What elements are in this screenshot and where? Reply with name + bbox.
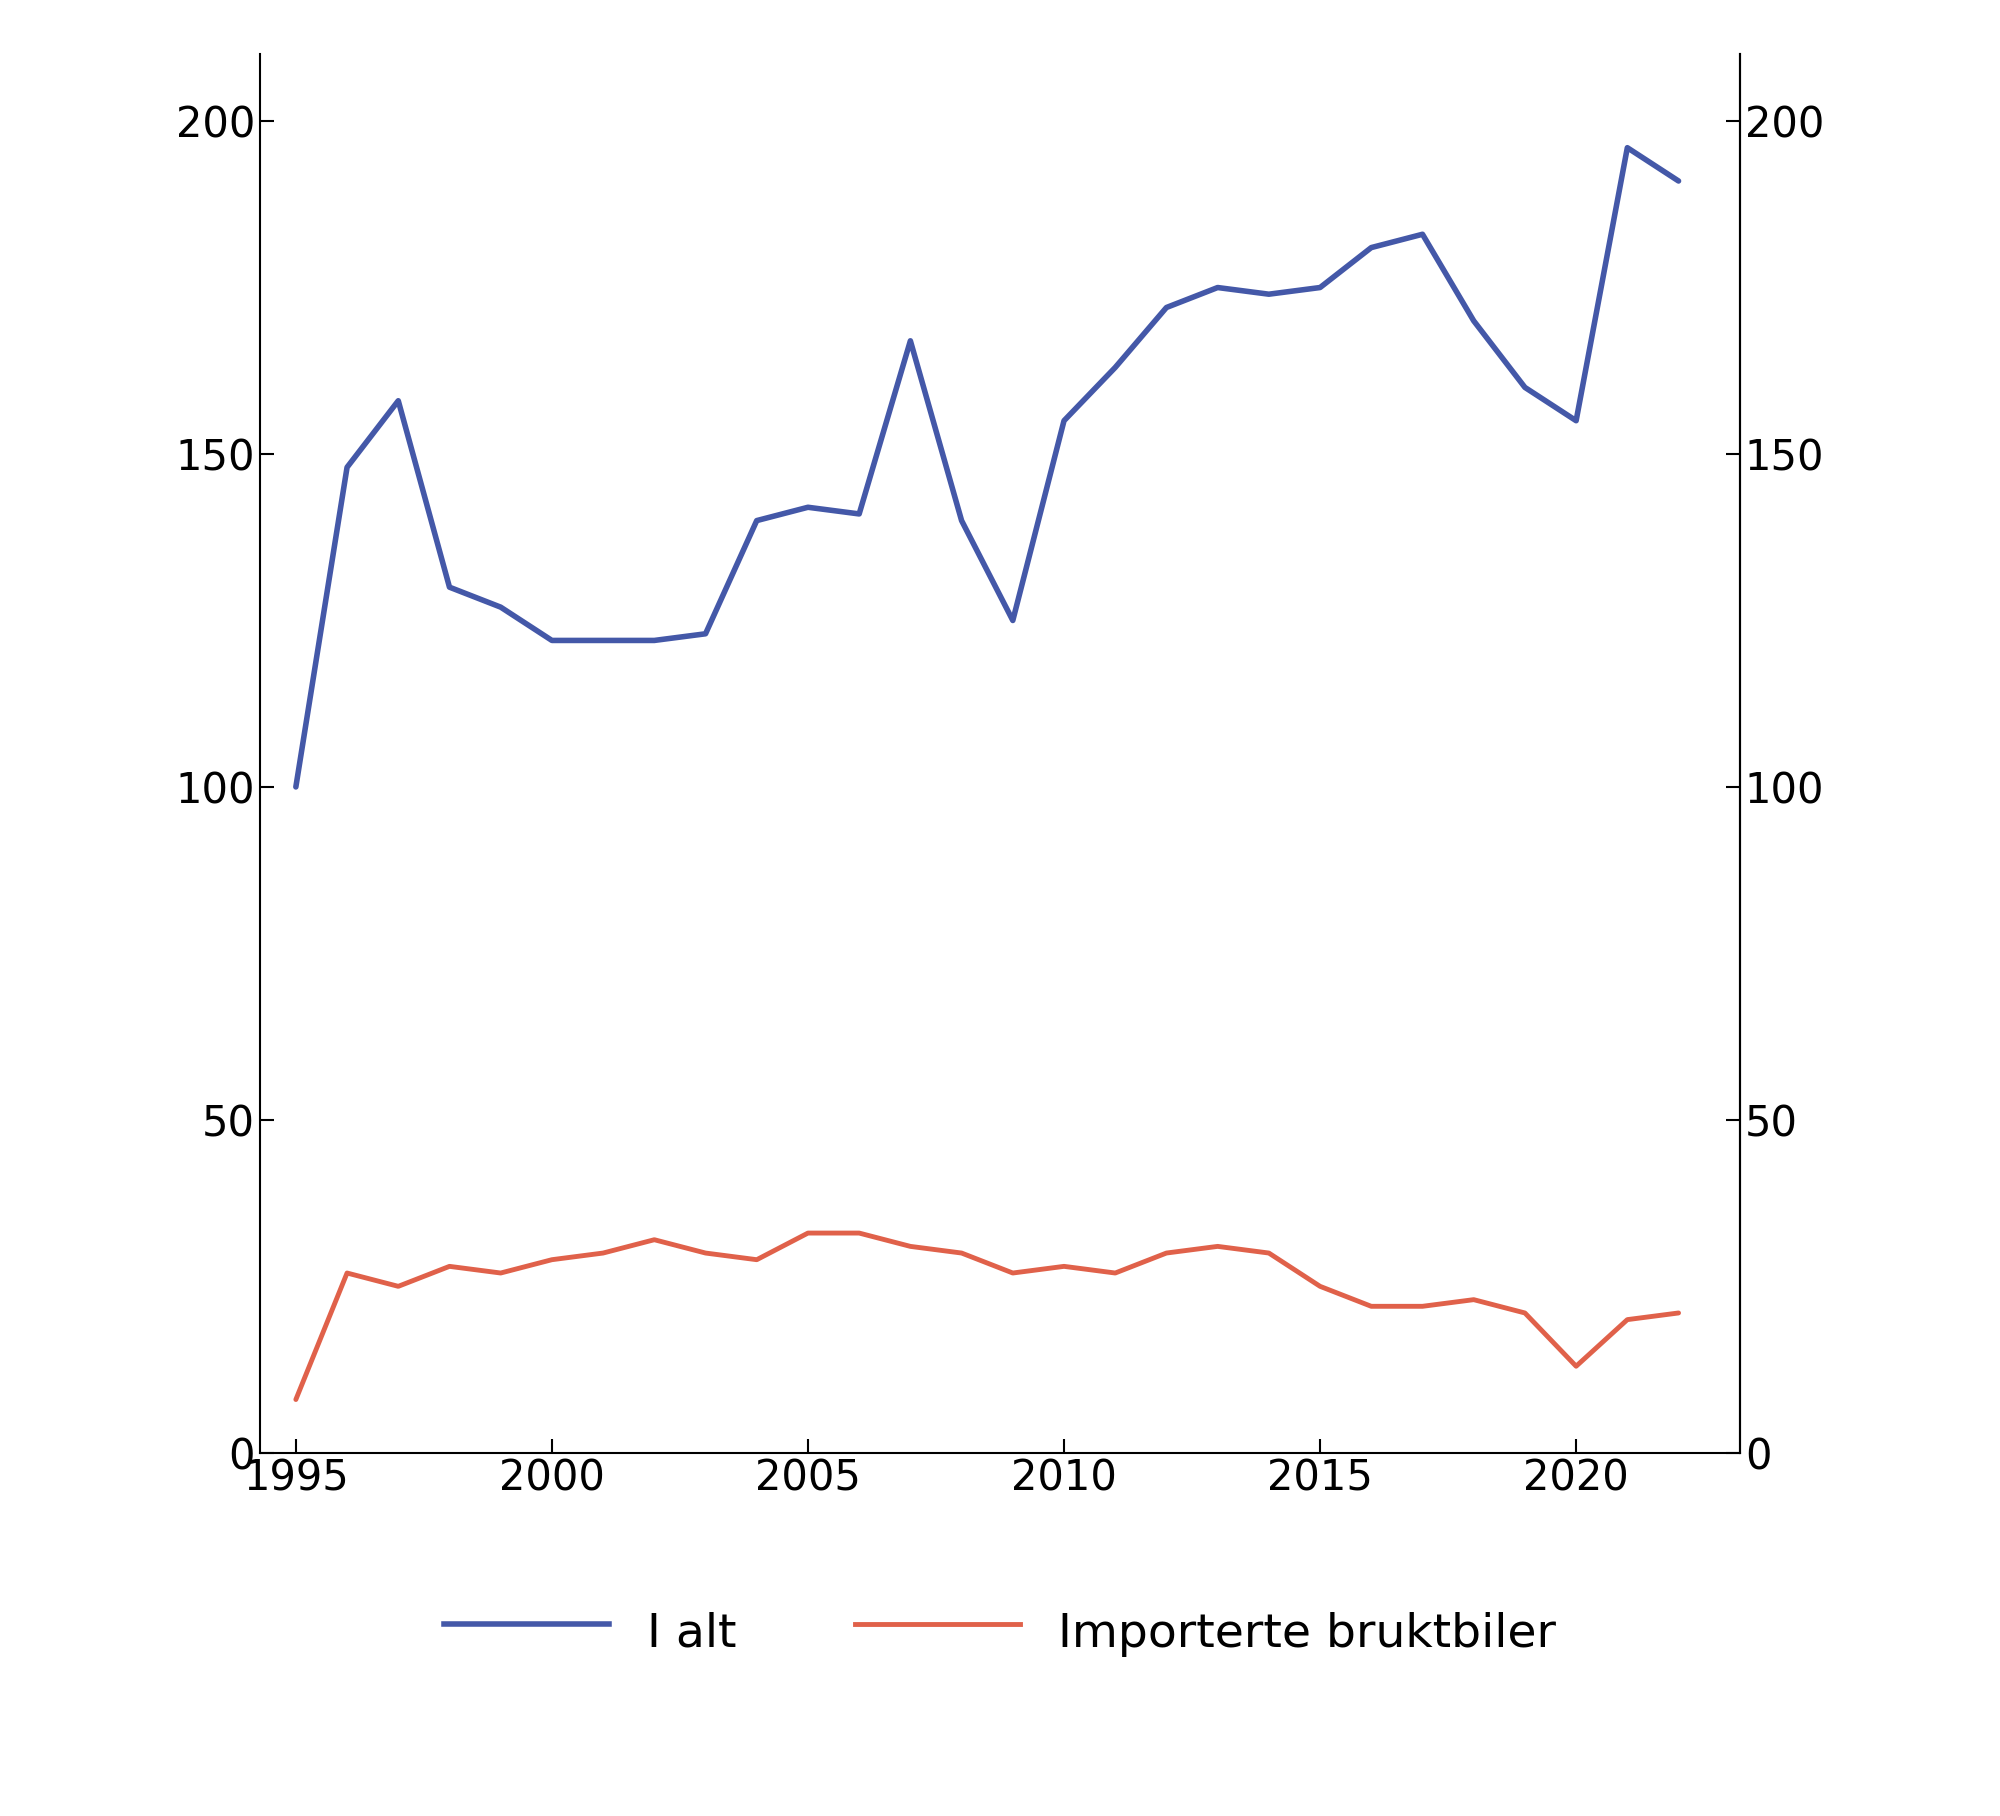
Legend: I alt, Importerte bruktbiler: I alt, Importerte bruktbiler bbox=[444, 1602, 1556, 1660]
